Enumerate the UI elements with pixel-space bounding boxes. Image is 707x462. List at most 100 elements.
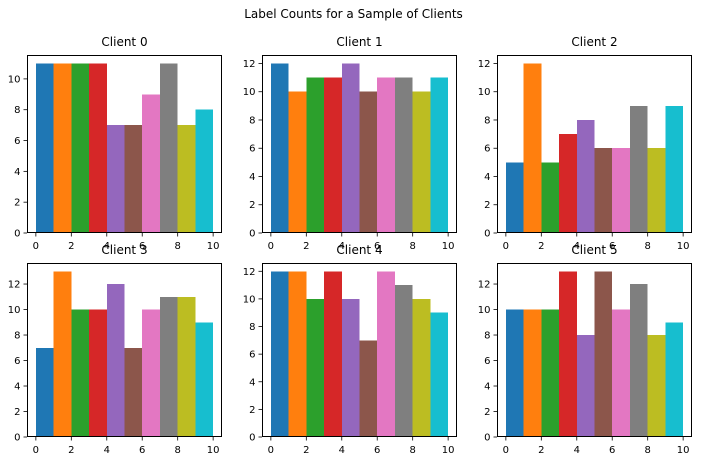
bar-label-6	[142, 309, 160, 437]
x-tick-label: 2	[68, 445, 74, 456]
bar-label-1	[288, 271, 307, 437]
subplot-title: Client 5	[571, 243, 617, 257]
bar-label-1	[53, 271, 72, 437]
x-tick-label: 8	[174, 445, 180, 456]
bar-label-6	[377, 77, 395, 233]
bar-label-3	[559, 134, 577, 233]
bar-label-7	[159, 296, 178, 437]
bar-label-7	[394, 77, 413, 233]
bar-label-4	[106, 284, 125, 437]
bar-label-1	[53, 63, 72, 234]
y-tick-label: 2	[249, 405, 255, 416]
x-tick-label: 6	[139, 445, 145, 456]
bar-label-1	[523, 63, 542, 234]
figure-title: Label Counts for a Sample of Clients	[244, 7, 463, 21]
x-tick-label: 2	[303, 241, 309, 252]
axes-box	[27, 55, 222, 233]
x-tick-label: 0	[503, 241, 509, 252]
y-tick-label: 2	[484, 200, 490, 211]
bar-label-5	[594, 148, 613, 233]
subplot-svg: 0 2 4 6 8 10 12 0 2 4 6 8 10 Client 5	[478, 243, 692, 456]
y-tick-label: 2	[249, 200, 255, 211]
axes-box	[497, 55, 692, 233]
y-tick-label: 8	[484, 115, 490, 126]
x-tick-label: 2	[303, 445, 309, 456]
x-tick-label: 4	[104, 445, 110, 456]
bar-label-5	[124, 125, 143, 233]
y-tick-label: 0	[484, 229, 490, 240]
bar-label-4	[341, 63, 360, 234]
y-tick-label: 0	[249, 433, 255, 444]
bar-label-1	[288, 91, 307, 233]
axes-box	[262, 263, 457, 437]
bar-label-1	[523, 309, 542, 437]
y-tick-label: 12	[478, 59, 491, 70]
x-tick-label: 2	[538, 241, 544, 252]
subplot-svg: 0 2 4 6 8 10 12 0 2 4 6 8 10 Client 4	[243, 243, 457, 456]
bar-label-8	[412, 91, 431, 233]
y-tick-label: 4	[14, 382, 20, 393]
x-tick-label: 6	[374, 241, 380, 252]
x-tick-label: 4	[339, 241, 345, 252]
bar-label-6	[377, 271, 395, 437]
y-tick-label: 2	[14, 407, 20, 418]
subplot-svg: 0 2 4 6 8 10 12 0 2 4 6 8 10 Client 2	[478, 35, 692, 252]
x-tick-label: 8	[409, 241, 415, 252]
y-tick-label: 8	[249, 115, 255, 126]
y-tick-label: 6	[484, 356, 490, 367]
bar-label-2	[306, 298, 325, 437]
x-tick-label: 8	[644, 445, 650, 456]
x-tick-label: 0	[503, 445, 509, 456]
y-tick-label: 12	[243, 59, 256, 70]
x-tick-label: 0	[33, 445, 39, 456]
bar-label-6	[612, 148, 630, 233]
y-tick-label: 2	[484, 407, 490, 418]
bar-label-2	[541, 309, 560, 437]
y-tick-label: 12	[243, 267, 256, 278]
x-tick-label: 10	[442, 445, 455, 456]
x-tick-label: 2	[68, 241, 74, 252]
y-tick-label: 6	[249, 144, 255, 155]
bar-label-7	[394, 285, 413, 437]
y-tick-label: 4	[249, 172, 255, 183]
bar-label-2	[541, 162, 560, 233]
subplot-client-2: 0 2 4 6 8 10 12 0 2 4 6 8 10 Client 2	[463, 31, 707, 265]
x-tick-label: 0	[268, 445, 274, 456]
axes-box	[262, 55, 457, 233]
x-tick-label: 4	[104, 241, 110, 252]
bar-label-8	[647, 335, 666, 437]
y-tick-label: 4	[484, 382, 490, 393]
bar-label-7	[629, 284, 648, 437]
y-tick-label: 8	[14, 105, 20, 116]
bar-label-8	[647, 148, 666, 233]
bar-label-0	[505, 309, 524, 437]
y-tick-label: 4	[484, 172, 490, 183]
bar-label-9	[665, 105, 684, 233]
x-tick-label: 10	[207, 241, 220, 252]
bar-label-6	[612, 309, 630, 437]
y-tick-label: 10	[243, 294, 256, 305]
bar-label-9	[430, 312, 449, 437]
y-tick-label: 0	[484, 433, 490, 444]
y-tick-label: 10	[243, 87, 256, 98]
y-tick-label: 8	[484, 331, 490, 342]
subplot-title: Client 1	[336, 35, 382, 49]
y-tick-label: 8	[14, 331, 20, 342]
y-tick-label: 12	[478, 280, 491, 291]
bar-label-3	[324, 271, 342, 437]
bar-label-7	[629, 105, 648, 233]
bar-label-7	[159, 63, 178, 234]
bar-label-4	[341, 298, 360, 437]
x-tick-label: 10	[442, 241, 455, 252]
bar-label-5	[124, 347, 143, 437]
bar-label-0	[35, 347, 54, 437]
y-tick-label: 0	[14, 433, 20, 444]
x-tick-label: 10	[207, 445, 220, 456]
y-tick-label: 10	[478, 305, 491, 316]
subplot-svg: 0 2 4 6 8 10 12 0 2 4 6 8 10 Client 3	[8, 243, 222, 456]
x-tick-label: 8	[644, 241, 650, 252]
bar-label-9	[430, 77, 449, 233]
x-tick-label: 8	[174, 241, 180, 252]
subplot-title: Client 2	[571, 35, 617, 49]
